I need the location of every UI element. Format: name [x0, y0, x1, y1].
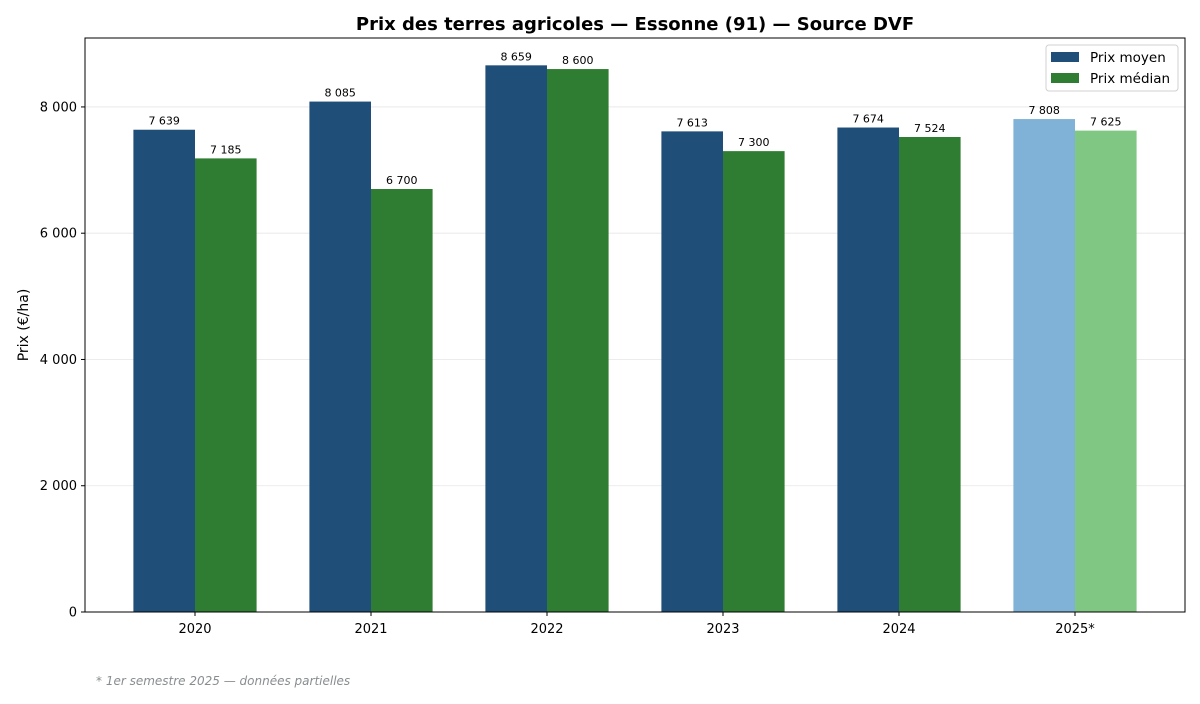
bar-prix-moyen-2020	[133, 129, 195, 612]
data-label: 7 300	[738, 136, 770, 149]
x-tick-label: 2025*	[1055, 622, 1095, 637]
x-tick-label: 2020	[178, 622, 211, 637]
x-tick-label: 2022	[530, 622, 563, 637]
legend-swatch	[1051, 73, 1079, 83]
y-tick-label: 2 000	[40, 479, 77, 494]
data-label: 7 185	[210, 143, 242, 156]
bar-prix-médian-2020	[195, 158, 257, 612]
x-tick-label: 2021	[354, 622, 387, 637]
y-tick-label: 8 000	[40, 100, 77, 115]
legend-swatch	[1051, 52, 1079, 62]
bar-prix-moyen-2025*	[1013, 119, 1075, 612]
bar-prix-médian-2021	[371, 189, 433, 612]
data-label: 8 600	[562, 54, 594, 67]
bar-prix-médian-2024	[899, 136, 961, 612]
bar-prix-moyen-2023	[661, 131, 723, 612]
bar-prix-médian-2023	[723, 151, 785, 612]
data-label: 8 085	[324, 87, 356, 100]
data-label: 8 659	[500, 50, 532, 63]
x-tick-label: 2023	[706, 622, 739, 637]
bar-prix-médian-2025*	[1075, 130, 1137, 612]
y-tick-label: 6 000	[40, 227, 77, 242]
data-label: 6 700	[386, 174, 418, 187]
legend-label: Prix moyen	[1090, 50, 1166, 66]
y-axis-label: Prix (€/ha)	[16, 289, 32, 362]
data-label: 7 625	[1090, 116, 1122, 129]
data-label: 7 639	[148, 115, 180, 128]
legend-label: Prix médian	[1090, 71, 1170, 87]
y-tick-label: 0	[69, 606, 77, 621]
data-label: 7 524	[914, 122, 946, 135]
footnote: * 1er semestre 2025 — données partielles	[96, 674, 351, 688]
plot-frame	[84, 37, 1186, 613]
y-tick-label: 4 000	[40, 353, 77, 368]
chart-title: Prix des terres agricoles — Essonne (91)…	[356, 14, 914, 35]
data-label: 7 613	[676, 116, 708, 129]
bar-prix-moyen-2022	[485, 65, 547, 612]
data-label: 7 674	[852, 113, 884, 126]
x-tick-label: 2024	[882, 622, 915, 637]
bar-prix-moyen-2024	[837, 127, 899, 612]
data-label: 7 808	[1028, 104, 1060, 117]
bar-prix-médian-2022	[547, 69, 609, 612]
bar-prix-moyen-2021	[309, 101, 371, 613]
